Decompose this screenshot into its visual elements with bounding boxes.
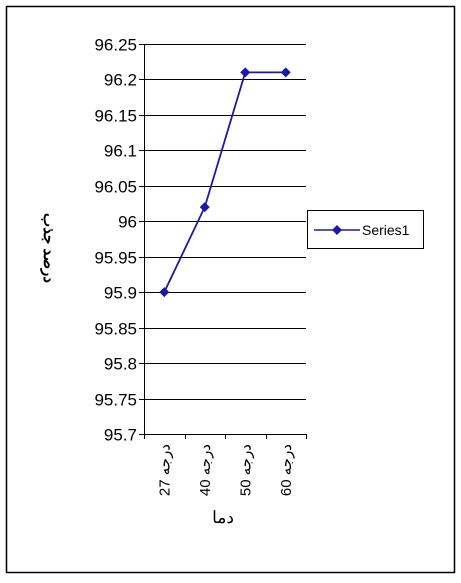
y-tick-label: 95.75	[94, 391, 137, 410]
y-tick-label: 95.8	[104, 355, 137, 374]
y-tick-label: 96	[118, 213, 137, 232]
y-tick-label: 95.9	[104, 284, 137, 303]
y-tick-label: 96.15	[94, 107, 137, 126]
legend-series-label: Series1	[362, 222, 410, 238]
x-tick-label: 50 درجه	[237, 444, 254, 496]
x-tick-label: 40 درجه	[197, 444, 214, 496]
chart-frame	[7, 7, 455, 573]
x-axis-title: دما	[212, 508, 234, 527]
y-tick-label: 96.05	[94, 178, 137, 197]
y-tick-label: 96.2	[104, 71, 137, 90]
y-tick-label: 96.1	[104, 142, 137, 161]
x-tick-label: 27 درجه	[156, 444, 173, 496]
y-tick-label: 95.85	[94, 320, 137, 339]
x-tick-label: 60 درجه	[278, 444, 295, 496]
y-axis-title: درصد جذب	[40, 213, 57, 283]
legend: Series1	[308, 211, 424, 249]
y-tick-label: 96.25	[94, 36, 137, 55]
y-tick-label: 95.95	[94, 249, 137, 268]
y-tick-label: 95.7	[104, 426, 137, 445]
